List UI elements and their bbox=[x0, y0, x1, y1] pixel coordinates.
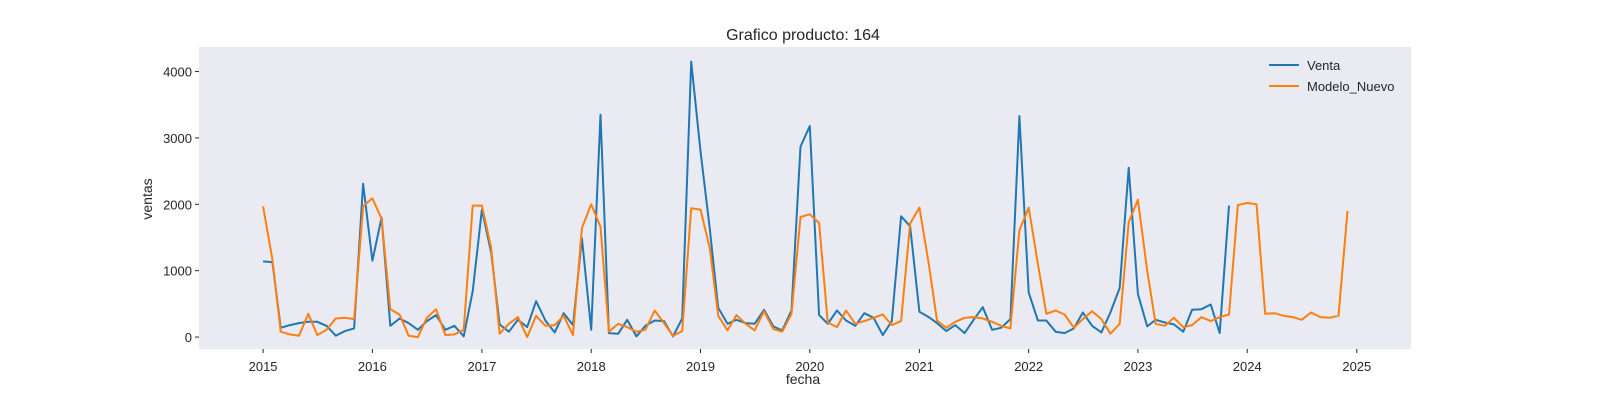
x-axis-ticks: 2015 2016 2017 2018 2019 2020 2021 2022 2023 2024… bbox=[249, 349, 1371, 374]
x-tick-label: 2018 bbox=[577, 359, 606, 374]
legend-label: Modelo_Nuevo bbox=[1307, 79, 1394, 94]
x-tick-label: 2015 bbox=[249, 359, 278, 374]
x-axis-label: fecha bbox=[786, 371, 820, 387]
x-tick-label: 2022 bbox=[1014, 359, 1043, 374]
y-axis-label: ventas bbox=[139, 178, 155, 219]
chart-title: Grafico producto: 164 bbox=[726, 27, 880, 44]
x-tick-label: 2021 bbox=[905, 359, 934, 374]
y-tick-label: 0 bbox=[185, 330, 192, 345]
x-tick-label: 2024 bbox=[1233, 359, 1262, 374]
x-tick-label: 2016 bbox=[358, 359, 387, 374]
x-tick-label: 2019 bbox=[686, 359, 715, 374]
legend: Venta Modelo_Nuevo bbox=[1269, 58, 1394, 94]
y-tick-label: 1000 bbox=[163, 264, 192, 279]
y-tick-label: 2000 bbox=[163, 197, 192, 212]
legend-label: Venta bbox=[1307, 58, 1341, 73]
x-tick-label: 2020 bbox=[795, 359, 824, 374]
series-line-modelo-nuevo bbox=[262, 197, 1349, 339]
x-tick-label: 2017 bbox=[467, 359, 496, 374]
y-tick-label: 3000 bbox=[163, 131, 192, 146]
series-layer bbox=[262, 60, 1349, 339]
plot-area bbox=[199, 47, 1411, 349]
y-axis-ticks: 0 1000 2000 3000 4000 bbox=[163, 65, 199, 345]
x-tick-label: 2023 bbox=[1123, 359, 1152, 374]
x-tick-label: 2025 bbox=[1342, 359, 1371, 374]
y-tick-label: 4000 bbox=[163, 65, 192, 80]
